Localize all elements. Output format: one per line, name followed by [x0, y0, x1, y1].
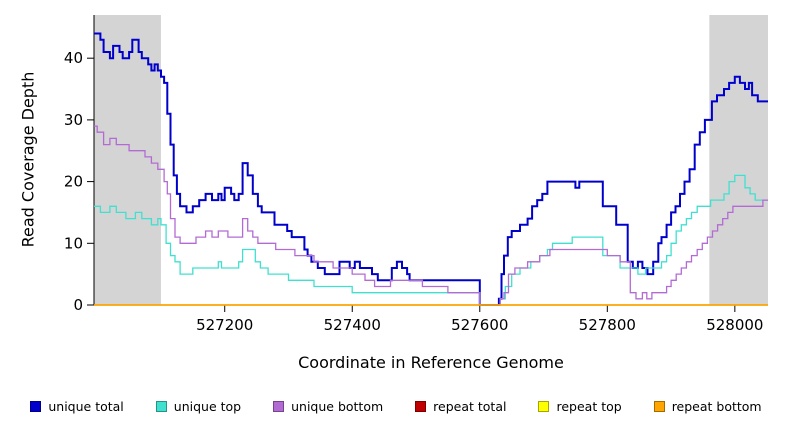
- legend-item: repeat total: [415, 399, 506, 414]
- legend-swatch-icon: [415, 401, 427, 412]
- shaded-repeat-region: [94, 15, 161, 305]
- y-tick-label: 20: [64, 173, 83, 191]
- legend-label: repeat bottom: [671, 399, 762, 414]
- legend-swatch-icon: [155, 401, 167, 412]
- legend-swatch-icon: [538, 401, 550, 412]
- series-line-unique-total: [94, 32, 768, 306]
- x-tick-label: 527600: [451, 316, 508, 334]
- x-tick-label: 527400: [324, 316, 381, 334]
- legend-item: unique top: [155, 399, 242, 414]
- y-tick-label: 0: [73, 296, 83, 314]
- x-tick-label: 527200: [196, 316, 253, 334]
- legend-label: unique bottom: [291, 399, 384, 414]
- coverage-plot: 527200 527400 527600 527800 528000 0 10 20 30 40: [64, 15, 768, 334]
- x-axis-label: Coordinate in Reference Genome: [298, 353, 564, 372]
- series-line-unique-bottom: [94, 125, 768, 306]
- x-tick-label: 527800: [579, 316, 636, 334]
- legend-item: unique total: [30, 399, 124, 414]
- x-tick-label: 528000: [706, 316, 763, 334]
- legend-label: repeat total: [433, 399, 507, 414]
- legend-label: unique total: [48, 399, 124, 414]
- legend-label: repeat top: [556, 399, 622, 414]
- legend-label: unique top: [173, 399, 242, 414]
- legend-item: repeat top: [538, 399, 622, 414]
- shaded-repeat-region: [709, 15, 768, 305]
- legend-swatch-icon: [30, 401, 42, 412]
- legend-item: repeat bottom: [653, 399, 762, 414]
- legend-swatch-icon: [273, 401, 285, 412]
- series-line-unique-top: [94, 174, 768, 306]
- y-tick-label: 30: [64, 111, 83, 129]
- y-axis-label: Read Coverage Depth: [18, 71, 38, 248]
- y-tick-label: 10: [64, 234, 83, 252]
- y-tick-label: 40: [64, 49, 83, 67]
- legend-item: unique bottom: [273, 399, 383, 414]
- legend-swatch-icon: [653, 401, 665, 412]
- legend: unique total unique top unique bottom repea…: [0, 399, 792, 414]
